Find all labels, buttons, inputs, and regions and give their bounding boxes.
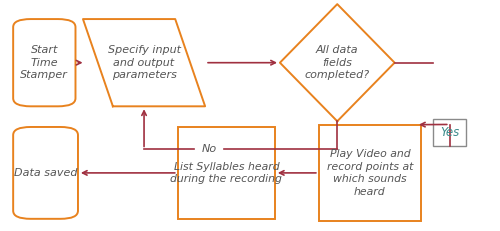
Text: Start
Time
Stamper: Start Time Stamper	[20, 45, 68, 80]
FancyBboxPatch shape	[319, 125, 421, 221]
Text: List Syllables heard
during the recording: List Syllables heard during the recordin…	[170, 162, 282, 184]
Text: Play Video and
record points at
which sounds
heard: Play Video and record points at which so…	[326, 149, 413, 197]
Polygon shape	[83, 19, 205, 106]
Text: Data saved: Data saved	[14, 168, 78, 178]
FancyBboxPatch shape	[194, 136, 224, 163]
FancyBboxPatch shape	[178, 127, 275, 219]
FancyBboxPatch shape	[13, 127, 78, 219]
FancyBboxPatch shape	[434, 119, 466, 146]
Text: All data
fields
completed?: All data fields completed?	[304, 45, 370, 80]
Text: No: No	[202, 144, 216, 154]
Text: Specify input
and output
parameters: Specify input and output parameters	[108, 45, 180, 80]
FancyBboxPatch shape	[13, 19, 76, 106]
Polygon shape	[280, 4, 394, 121]
Text: Yes: Yes	[440, 126, 460, 139]
